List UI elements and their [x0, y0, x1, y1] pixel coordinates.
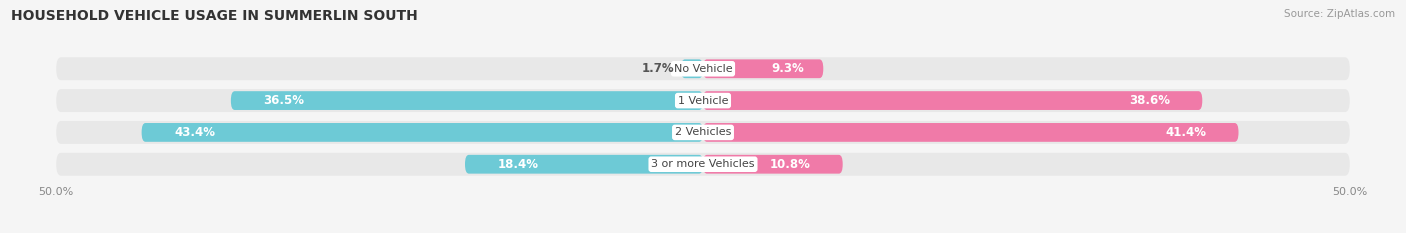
Text: 3 or more Vehicles: 3 or more Vehicles: [651, 159, 755, 169]
Text: 41.4%: 41.4%: [1166, 126, 1206, 139]
FancyBboxPatch shape: [703, 155, 842, 174]
Text: 38.6%: 38.6%: [1129, 94, 1170, 107]
Text: 2 Vehicles: 2 Vehicles: [675, 127, 731, 137]
FancyBboxPatch shape: [465, 155, 703, 174]
FancyBboxPatch shape: [56, 89, 1350, 112]
FancyBboxPatch shape: [56, 57, 1350, 80]
Text: HOUSEHOLD VEHICLE USAGE IN SUMMERLIN SOUTH: HOUSEHOLD VEHICLE USAGE IN SUMMERLIN SOU…: [11, 9, 418, 23]
FancyBboxPatch shape: [703, 123, 1239, 142]
Text: 10.8%: 10.8%: [769, 158, 810, 171]
FancyBboxPatch shape: [56, 121, 1350, 144]
FancyBboxPatch shape: [681, 59, 703, 78]
Text: Source: ZipAtlas.com: Source: ZipAtlas.com: [1284, 9, 1395, 19]
FancyBboxPatch shape: [703, 59, 824, 78]
Text: No Vehicle: No Vehicle: [673, 64, 733, 74]
FancyBboxPatch shape: [56, 153, 1350, 176]
Text: 36.5%: 36.5%: [263, 94, 304, 107]
Text: 1.7%: 1.7%: [643, 62, 675, 75]
FancyBboxPatch shape: [703, 91, 1202, 110]
FancyBboxPatch shape: [142, 123, 703, 142]
Text: 9.3%: 9.3%: [770, 62, 804, 75]
Text: 43.4%: 43.4%: [174, 126, 215, 139]
Text: 18.4%: 18.4%: [498, 158, 538, 171]
FancyBboxPatch shape: [231, 91, 703, 110]
Text: 1 Vehicle: 1 Vehicle: [678, 96, 728, 106]
